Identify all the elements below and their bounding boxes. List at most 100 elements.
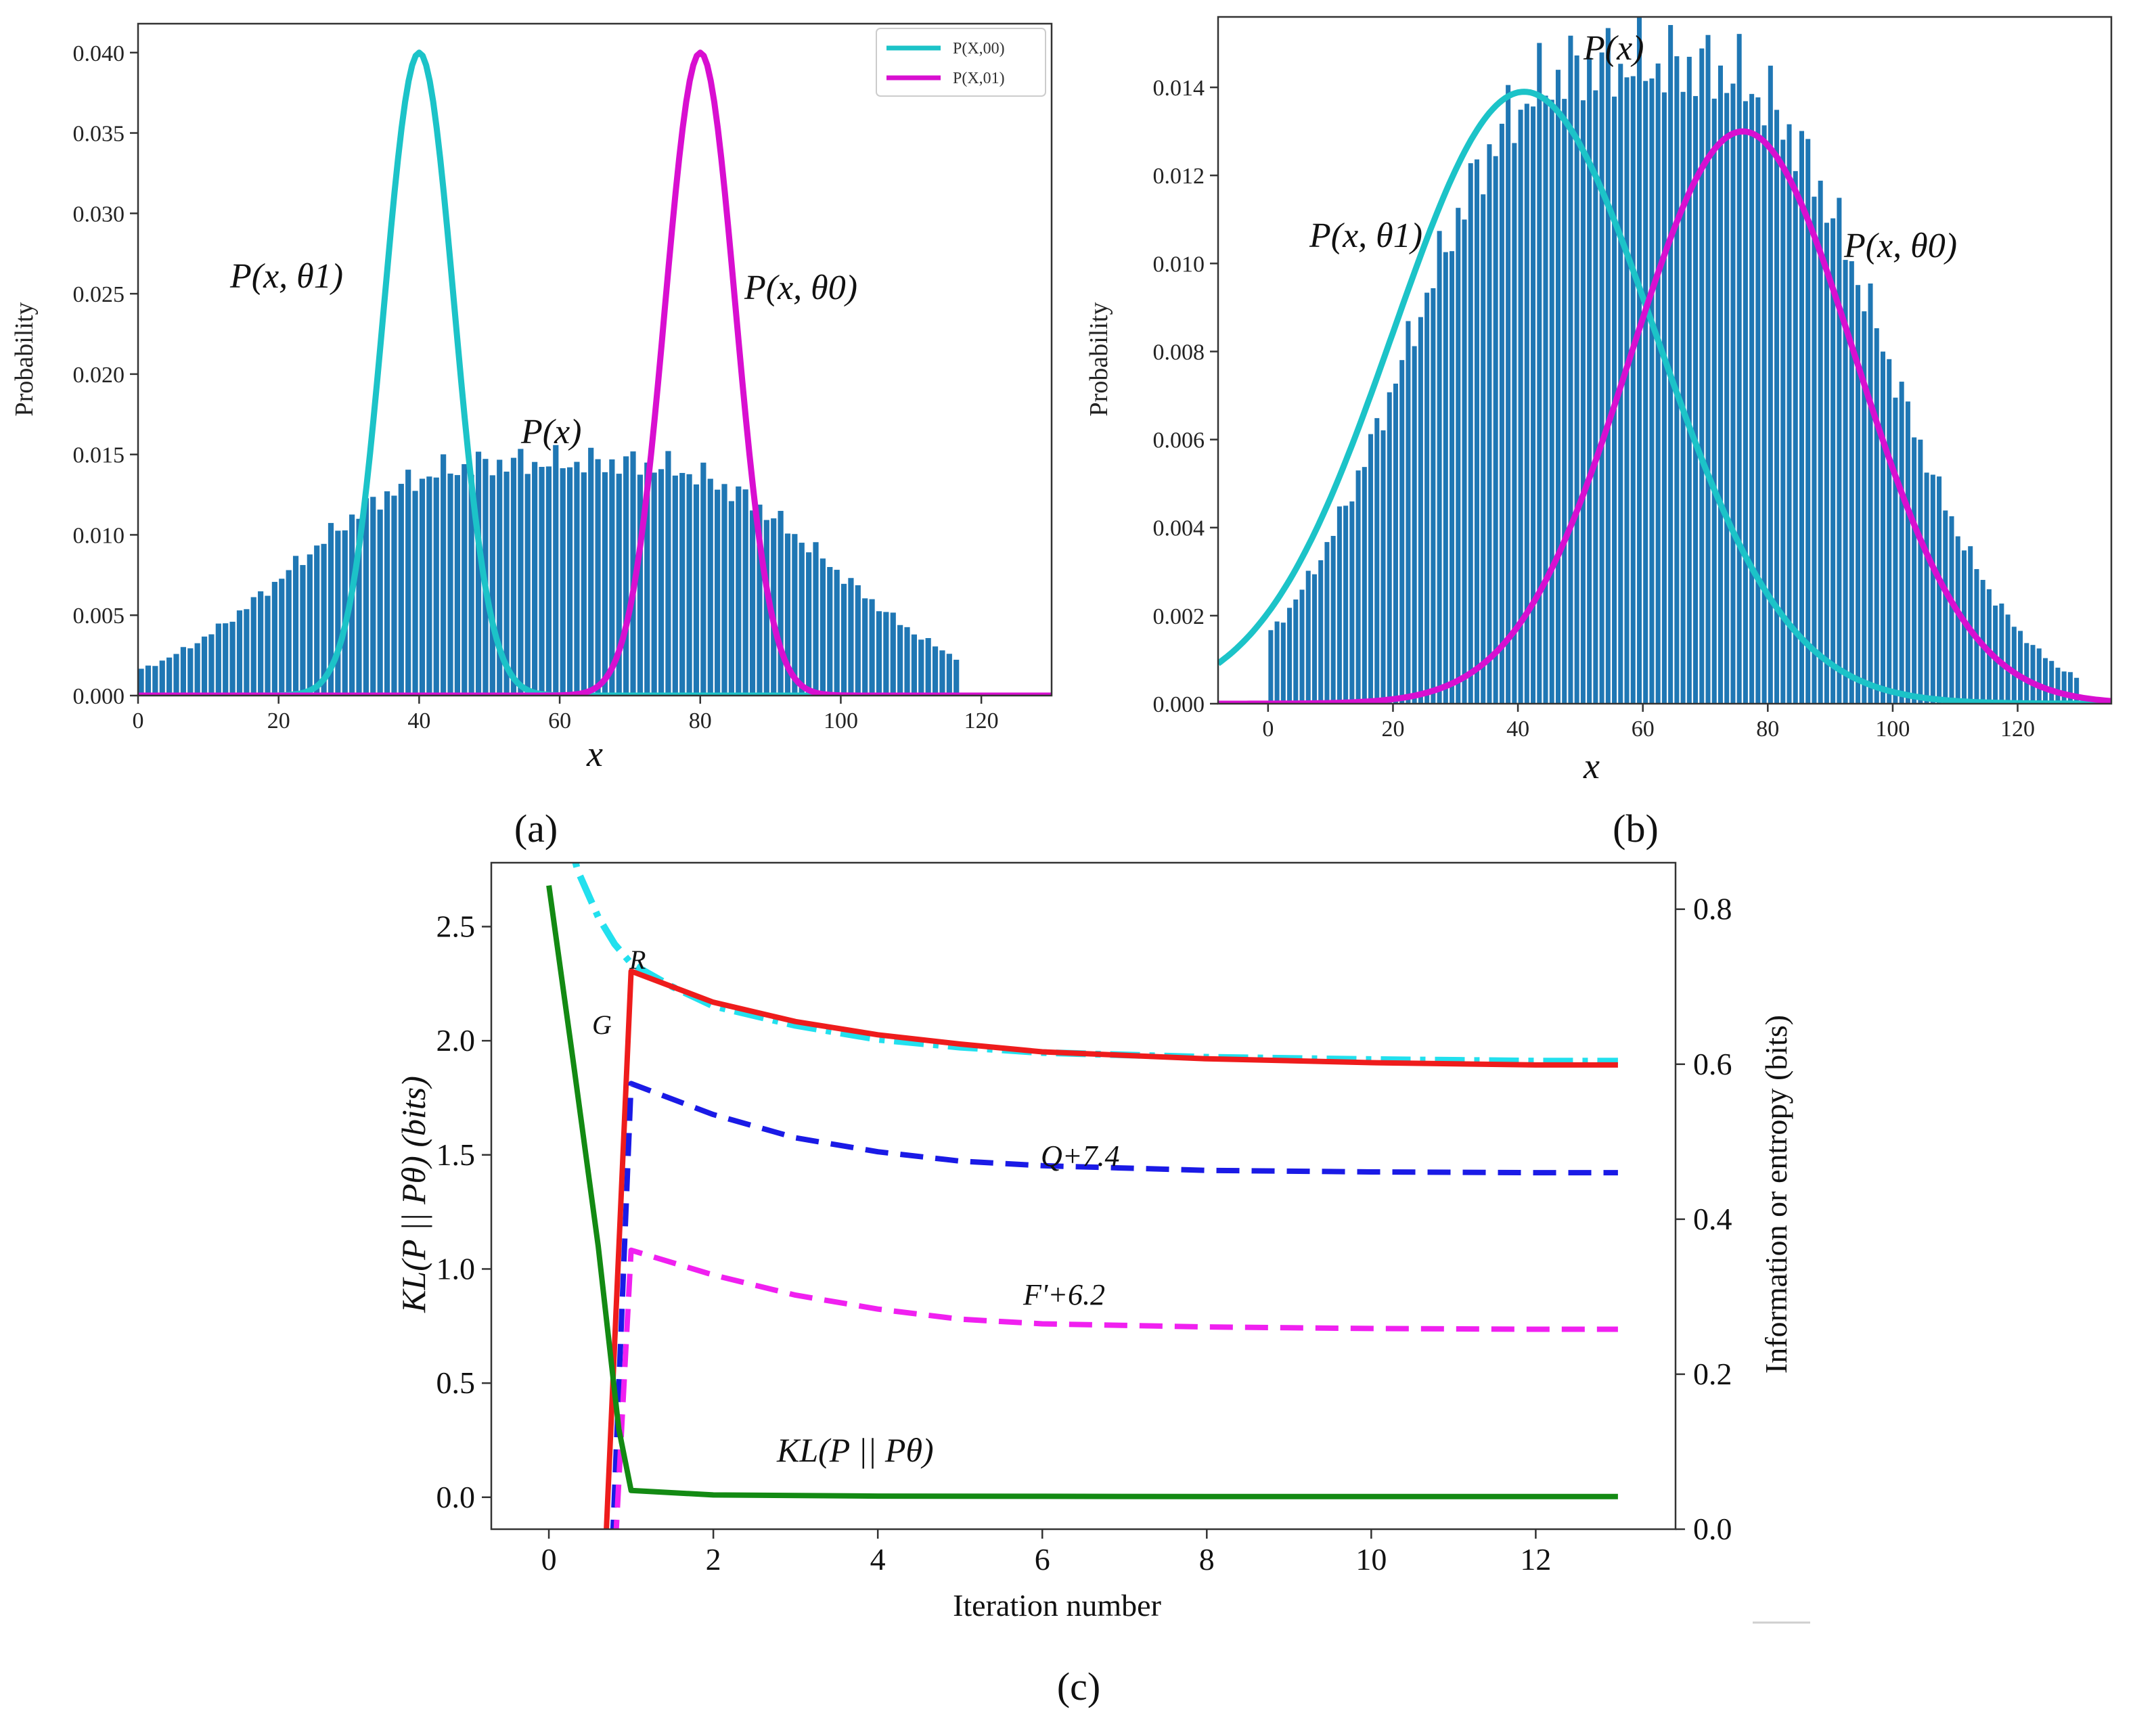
chart-b-bar <box>1568 35 1573 704</box>
chart-a-bar <box>595 459 601 696</box>
chart-b-bar <box>1949 516 1954 704</box>
chart-a-bar <box>510 457 517 696</box>
chart-a-caption: (a) <box>514 807 558 851</box>
chart-b-bar <box>1512 143 1517 704</box>
chart-a-bar <box>771 518 777 696</box>
chart-c-xtick-label: 4 <box>870 1542 886 1577</box>
chart-a-bar <box>384 491 390 696</box>
chart-a-xtick-label: 100 <box>824 708 858 733</box>
chart-c-xtick-label: 2 <box>706 1542 721 1577</box>
chart-b-bar <box>1680 91 1686 704</box>
chart-b-bar <box>1474 159 1479 704</box>
chart-b-bar <box>2011 627 2017 704</box>
chart-b-bar <box>1537 43 1542 704</box>
chart-b-bar <box>1493 156 1498 704</box>
chart-a-bar <box>602 472 608 696</box>
chart-b-bar <box>1686 56 1692 704</box>
chart-b-ytick-label: 0.014 <box>1153 76 1205 101</box>
chart-b-bar <box>1812 196 1817 704</box>
chart-b-ytick-label: 0.000 <box>1153 692 1205 717</box>
chart-c-ltick-label: 2.0 <box>436 1023 476 1058</box>
chart-a-bar <box>335 530 341 696</box>
chart-c-rtick-label: 0.6 <box>1693 1047 1732 1081</box>
chart-a-ytick-label: 0.005 <box>73 604 125 629</box>
chart-a-bar <box>300 565 306 696</box>
chart-c-xtick-label: 6 <box>1035 1542 1050 1577</box>
chart-b-ytick-label: 0.008 <box>1153 340 1205 365</box>
chart-a-bar <box>932 646 939 696</box>
chart-a-bar <box>869 599 875 696</box>
chart-a-bar <box>405 470 411 696</box>
chart-b-bar <box>1318 560 1324 704</box>
chart-b-bar <box>1930 474 1935 704</box>
chart-a-bar <box>307 554 313 696</box>
chart-b-bar <box>1717 65 1723 704</box>
chart-a-bar <box>173 654 179 696</box>
chart-a-bar <box>806 552 812 696</box>
chart-a-annot-px: P(x) <box>520 413 581 451</box>
chart-c-left-ticks: 0.0 0.5 1.0 1.5 2.0 2.5 <box>436 909 491 1514</box>
chart-a-bar <box>813 542 819 696</box>
chart-c-annot-r: R <box>629 945 646 975</box>
chart-b-bar <box>1599 52 1604 704</box>
chart-a-bar <box>454 475 460 696</box>
chart-b-bar <box>1743 101 1748 704</box>
chart-a-bar <box>757 504 763 696</box>
chart-b-bar <box>1711 98 1717 704</box>
chart-b-bar <box>1311 574 1317 704</box>
chart-b-bar <box>1524 104 1529 704</box>
chart-b-xlabel: x <box>1583 746 1600 786</box>
chart-a-bar <box>588 447 594 696</box>
chart-b-ytick-label: 0.010 <box>1153 252 1205 277</box>
chart-b-bar <box>1587 58 1592 704</box>
chart-a-bar <box>159 660 165 696</box>
chart-a-bar <box>686 474 692 696</box>
chart-c-ltick-label: 0.5 <box>436 1365 476 1400</box>
chart-a-bar <box>314 545 320 696</box>
chart-b-bar <box>1856 285 1861 704</box>
chart-a-bar <box>166 657 173 696</box>
chart-b-xtick-label: 40 <box>1506 717 1529 742</box>
chart-a-bar <box>250 597 256 696</box>
chart-b-bar <box>2067 672 2073 704</box>
chart-c-line-3 <box>613 1247 1618 1529</box>
chart-b-bar <box>1330 536 1336 704</box>
chart-a-bar <box>447 473 453 696</box>
chart-b-bar <box>1324 542 1330 704</box>
chart-a-bar <box>503 472 510 696</box>
chart-b-bar <box>1399 360 1405 704</box>
chart-b-y-ticks: 0.000 0.002 0.004 0.006 0.008 0.010 0.012 0.014 <box>1153 76 1218 717</box>
chart-b-curve-1 <box>1218 128 2111 704</box>
chart-b-bar <box>1499 123 1504 704</box>
chart-b-curve-0 <box>1218 89 2111 704</box>
chart-c-annot-g: G <box>592 1010 612 1040</box>
chart-b-bar <box>1661 92 1667 704</box>
chart-b-bar <box>1443 252 1448 704</box>
chart-c-line-1 <box>604 968 1618 1529</box>
chart-a-bar <box>566 467 573 696</box>
chart-b-bar <box>1468 163 1473 704</box>
chart-b-bar <box>1768 66 1773 704</box>
chart-b-bar <box>1937 476 1942 704</box>
chart-a-bar <box>398 484 404 696</box>
chart-a-xtick-label: 40 <box>407 708 430 733</box>
chart-b-bar <box>1961 550 1967 704</box>
chart-b-bar <box>1368 434 1374 704</box>
chart-a-ytick-label: 0.030 <box>73 202 125 227</box>
chart-b-bar <box>1412 346 1417 704</box>
chart-a-bar <box>321 543 327 696</box>
chart-a-xtick-label: 120 <box>964 708 999 733</box>
chart-a-bar <box>201 636 208 696</box>
chart-b-bar <box>1274 621 1280 704</box>
chart-a-bar <box>215 623 221 696</box>
chart-b-bar <box>1893 397 1898 704</box>
chart-a-bar <box>862 598 868 696</box>
chart-a-annot-theta1: P(x, θ1) <box>229 257 343 296</box>
chart-b-bar <box>1424 292 1430 704</box>
chart-b-bar <box>1749 93 1755 704</box>
chart-b-bar <box>1549 99 1554 704</box>
chart-c-xtick-label: 8 <box>1199 1542 1215 1577</box>
chart-a-bar <box>658 469 665 696</box>
chart-a-ylabel: Probability <box>10 302 39 417</box>
chart-b-bar <box>1280 623 1286 704</box>
